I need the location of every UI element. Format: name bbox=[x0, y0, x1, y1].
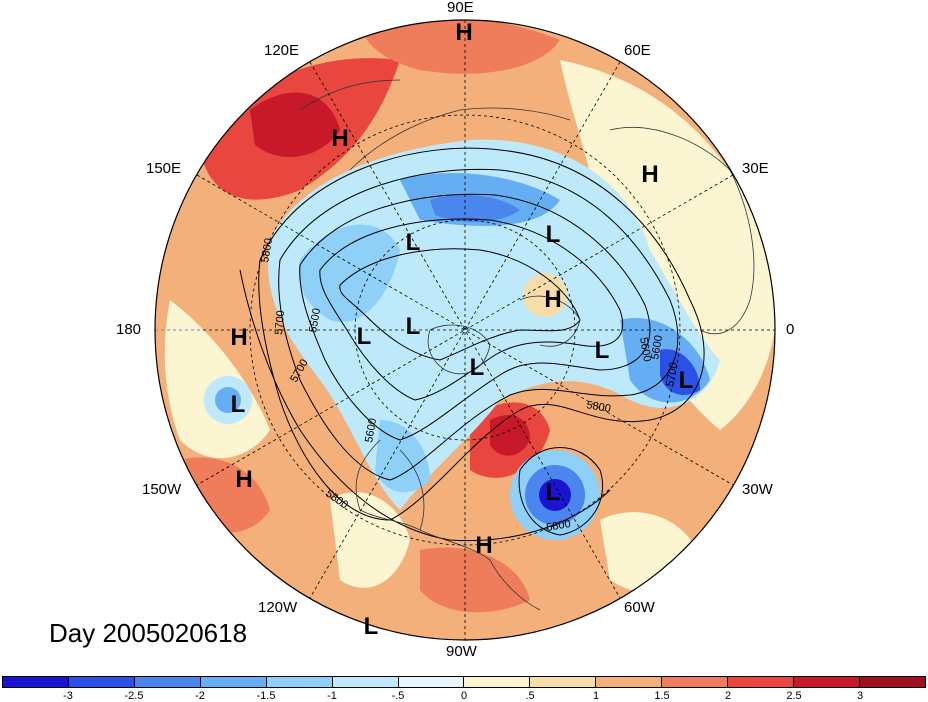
coastlines bbox=[299, 79, 755, 611]
colorbar-box bbox=[266, 677, 333, 687]
colorbar-box bbox=[200, 677, 267, 687]
colorbar-box bbox=[794, 677, 860, 687]
pressure-marker: H bbox=[475, 532, 492, 559]
colorbar-tick-label: 3 bbox=[856, 690, 864, 702]
pressure-marker: H bbox=[331, 125, 348, 152]
pressure-marker: L bbox=[546, 221, 561, 248]
longitude-label-120w: 120W bbox=[258, 599, 298, 616]
pressure-marker: L bbox=[364, 613, 379, 640]
longitude-label-90e: 90E bbox=[447, 0, 474, 16]
pressure-marker: H bbox=[455, 19, 472, 46]
colorbar-tick-label: 1.5 bbox=[654, 690, 670, 702]
graticule bbox=[155, 20, 775, 640]
colorbar-box bbox=[859, 677, 925, 687]
pressure-marker: L bbox=[595, 337, 610, 364]
pressure-marker: L bbox=[231, 391, 246, 418]
colorbar-box bbox=[3, 677, 69, 687]
colorbar-tick-label: 1 bbox=[592, 690, 600, 702]
map-boundary bbox=[154, 19, 776, 641]
contour-label: 5600 bbox=[363, 417, 379, 443]
contour-label: 5700 bbox=[664, 361, 680, 387]
pressure-marker: H bbox=[230, 324, 247, 351]
colorbar bbox=[2, 676, 926, 688]
colorbar-tick-label: -1.5 bbox=[256, 690, 276, 702]
longitude-label-60w: 60W bbox=[624, 599, 655, 616]
colorbar-tick-label: -2.5 bbox=[124, 690, 144, 702]
colorbar-tick-label: 0 bbox=[460, 690, 468, 702]
pressure-marker: H bbox=[641, 161, 658, 188]
colorbar-tick-label: .5 bbox=[525, 690, 535, 702]
colorbar-tick-label: 2.5 bbox=[786, 690, 802, 702]
colorbar-box bbox=[464, 677, 531, 687]
longitude-label-60e: 60E bbox=[624, 42, 651, 59]
colorbar-tick-label: 2 bbox=[724, 690, 732, 702]
pressure-marker: L bbox=[546, 479, 561, 506]
pressure-marker: L bbox=[406, 229, 421, 256]
colorbar-box bbox=[398, 677, 465, 687]
colorbar-box bbox=[68, 677, 135, 687]
contour-label: 5600 bbox=[637, 336, 653, 362]
pressure-marker: H bbox=[235, 466, 252, 493]
colorbar-tick-label: -3 bbox=[63, 690, 73, 702]
colorbar-tick-labels: -3 -2.5 -2 -1.5 -1 -.5 0 .5 1 1.5 2 2.5 3 bbox=[0, 690, 928, 702]
longitude-label-30w: 30W bbox=[742, 481, 773, 498]
longitude-label-150w: 150W bbox=[142, 481, 182, 498]
longitude-label-0: 0 bbox=[786, 321, 795, 338]
contour-label: 5800 bbox=[585, 399, 611, 415]
colorbar-box bbox=[332, 677, 399, 687]
colorbar-box bbox=[662, 677, 729, 687]
pressure-marker: H bbox=[544, 286, 561, 313]
colorbar-tick-label: -2 bbox=[195, 690, 205, 702]
colorbar-tick-label: -1 bbox=[327, 690, 337, 702]
longitude-label-30e: 30E bbox=[742, 160, 769, 177]
pressure-marker: L bbox=[406, 313, 421, 340]
pressure-marker: L bbox=[357, 323, 372, 350]
longitude-label-90w: 90W bbox=[446, 643, 477, 660]
longitude-label-120e: 120E bbox=[264, 42, 300, 59]
contour-label: 5600 bbox=[649, 334, 665, 360]
contour-label: 5800 bbox=[259, 237, 275, 263]
height-contours bbox=[239, 147, 705, 542]
date-title: Day 2005020618 bbox=[49, 618, 248, 648]
contour-label: 5800 bbox=[545, 518, 571, 534]
pressure-marker: L bbox=[679, 367, 694, 394]
colorbar-box bbox=[728, 677, 795, 687]
colorbar-tick-label: -.5 bbox=[391, 690, 405, 702]
colorbar-box bbox=[134, 677, 201, 687]
longitude-label-180: 180 bbox=[116, 321, 142, 338]
pressure-marker-group: H H H L L H L L L H L L L H L H L bbox=[230, 19, 693, 640]
colorbar-box bbox=[596, 677, 663, 687]
pressure-marker: L bbox=[470, 354, 485, 381]
contour-label: 5700 bbox=[273, 310, 287, 335]
contour-label: 5500 bbox=[307, 307, 323, 333]
colorbar-box bbox=[530, 677, 597, 687]
longitude-label-150e: 150E bbox=[146, 160, 182, 177]
